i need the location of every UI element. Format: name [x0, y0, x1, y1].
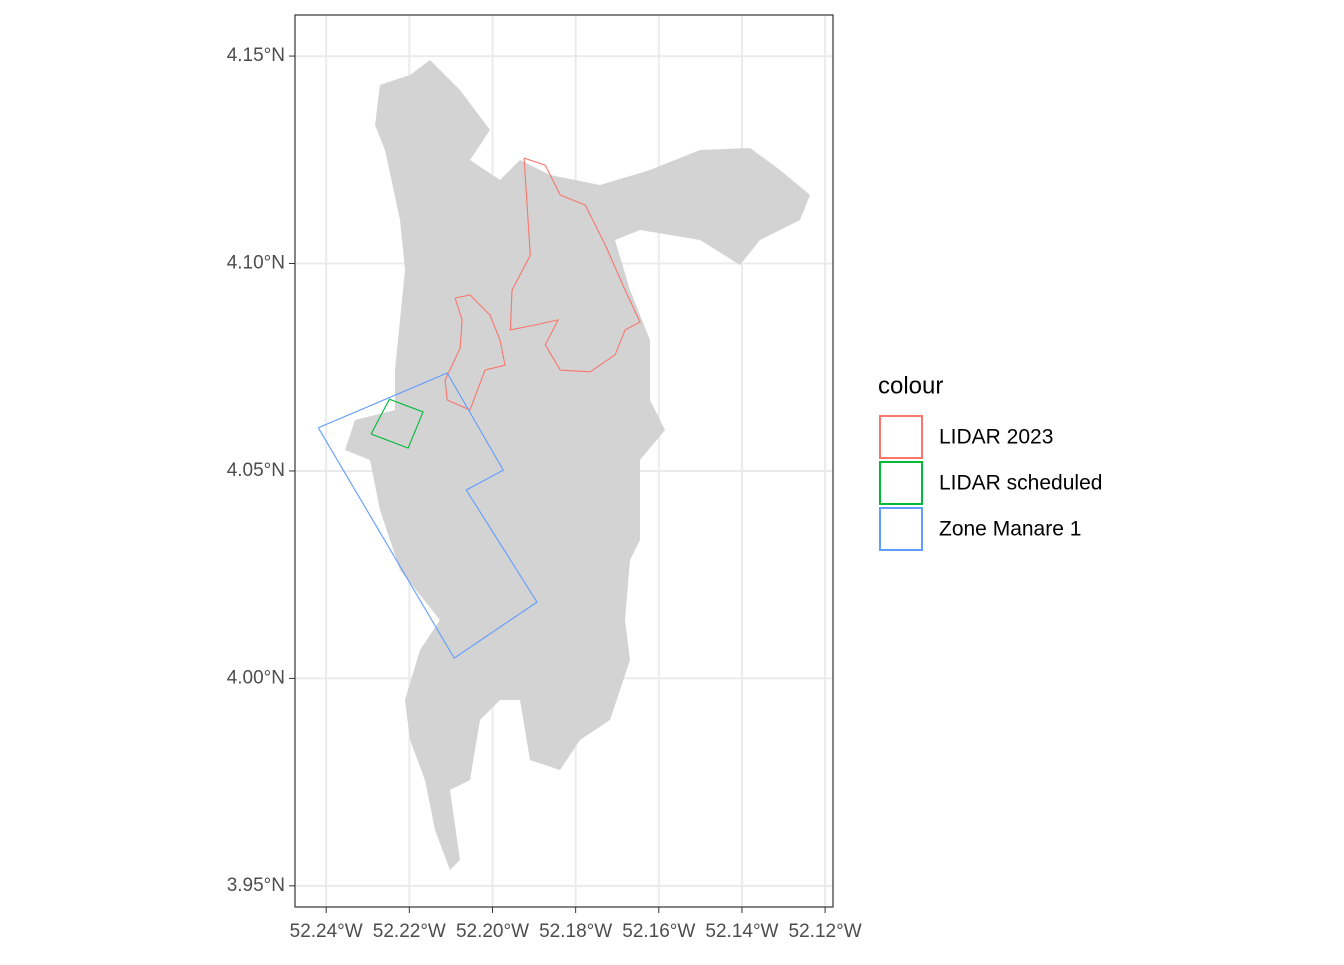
- outline: [444, 157, 641, 411]
- x-tick-label: 52.24°W: [290, 921, 363, 942]
- x-tick-label: 52.18°W: [539, 921, 612, 942]
- legend-label: Zone Manare 1: [939, 518, 1081, 541]
- y-tick-label: 4.10°N: [227, 253, 285, 274]
- legend: LIDAR 2023 LIDAR scheduled Zone Manare 1: [879, 415, 1102, 551]
- legend-label: LIDAR 2023: [939, 426, 1053, 449]
- land-area: [345, 60, 810, 870]
- outline: [317, 372, 538, 659]
- legend-title: colour: [878, 372, 943, 399]
- y-tick-label: 4.00°N: [227, 667, 285, 688]
- y-tick-label: 3.95°N: [227, 875, 285, 896]
- outline: [370, 398, 424, 449]
- panel-border: [294, 14, 834, 908]
- x-tick-label: 52.16°W: [622, 921, 695, 942]
- y-tick-label: 4.15°N: [227, 45, 285, 66]
- legend-label: LIDAR scheduled: [939, 472, 1102, 495]
- x-tick-label: 52.22°W: [373, 921, 446, 942]
- legend-key: [879, 415, 923, 459]
- outlines: [317, 157, 641, 659]
- legend-key: [879, 507, 923, 551]
- x-tick-label: 52.12°W: [789, 921, 862, 942]
- legend-key: [879, 461, 923, 505]
- x-tick-label: 52.14°W: [705, 921, 778, 942]
- x-tick-label: 52.20°W: [456, 921, 529, 942]
- y-tick-label: 4.05°N: [227, 460, 285, 481]
